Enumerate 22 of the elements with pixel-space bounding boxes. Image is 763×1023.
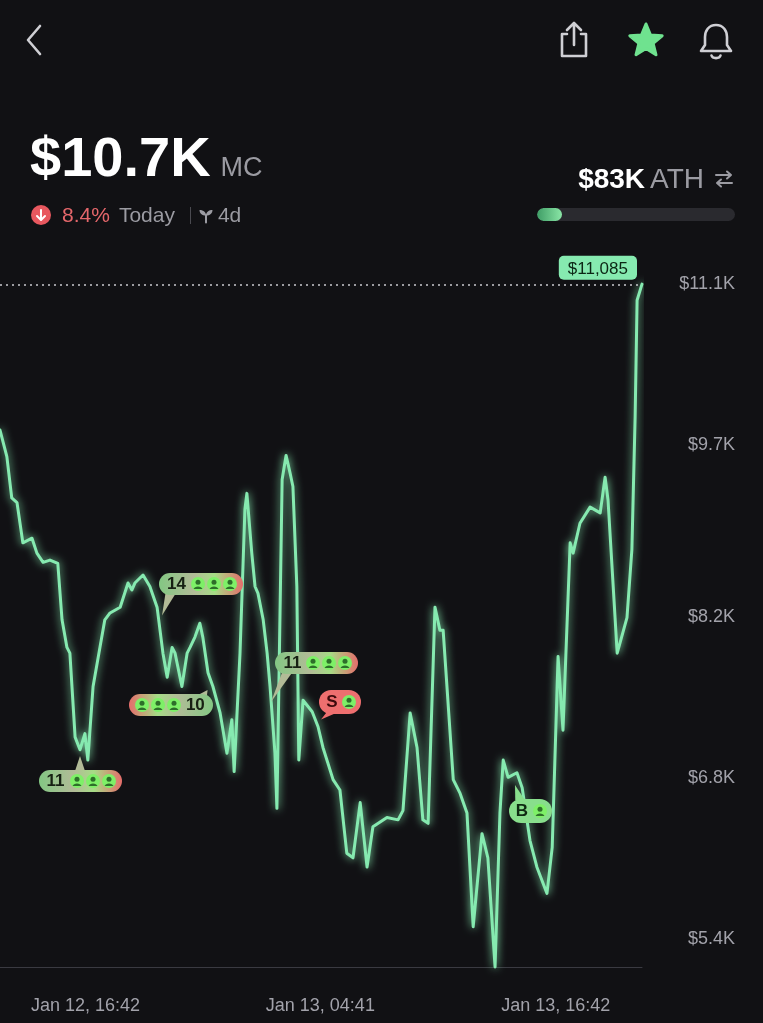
text: 8.4% [62,203,110,226]
annotation: B [515,800,528,823]
annotation: 11 [46,769,65,792]
annotation: 10 [185,694,205,717]
y-tick-label: $8.2K [687,606,735,627]
y-tick-label: $5.4K [687,928,735,949]
y-tick-label: $6.8K [687,767,735,788]
y-tick-label: $9.7K [687,433,735,454]
x-tick-label: Jan 12, 16:42 [31,995,141,1015]
y-tick-label: $11.1K [679,273,735,293]
text: $83K [578,163,646,195]
x-tick-label: Jan 13, 16:42 [501,995,611,1015]
x-tick-label: Jan 13, 04:41 [265,995,375,1015]
text: Today [118,203,175,226]
text: MC [220,152,263,182]
ref-line-label: $11,085 [567,258,628,278]
annotation: 14 [167,573,186,596]
text: ATH [650,163,704,195]
chart-title: $10.7K [30,125,211,188]
annotation: 11 [283,652,302,675]
annotation: S [326,691,338,714]
text: 4d [217,203,242,226]
